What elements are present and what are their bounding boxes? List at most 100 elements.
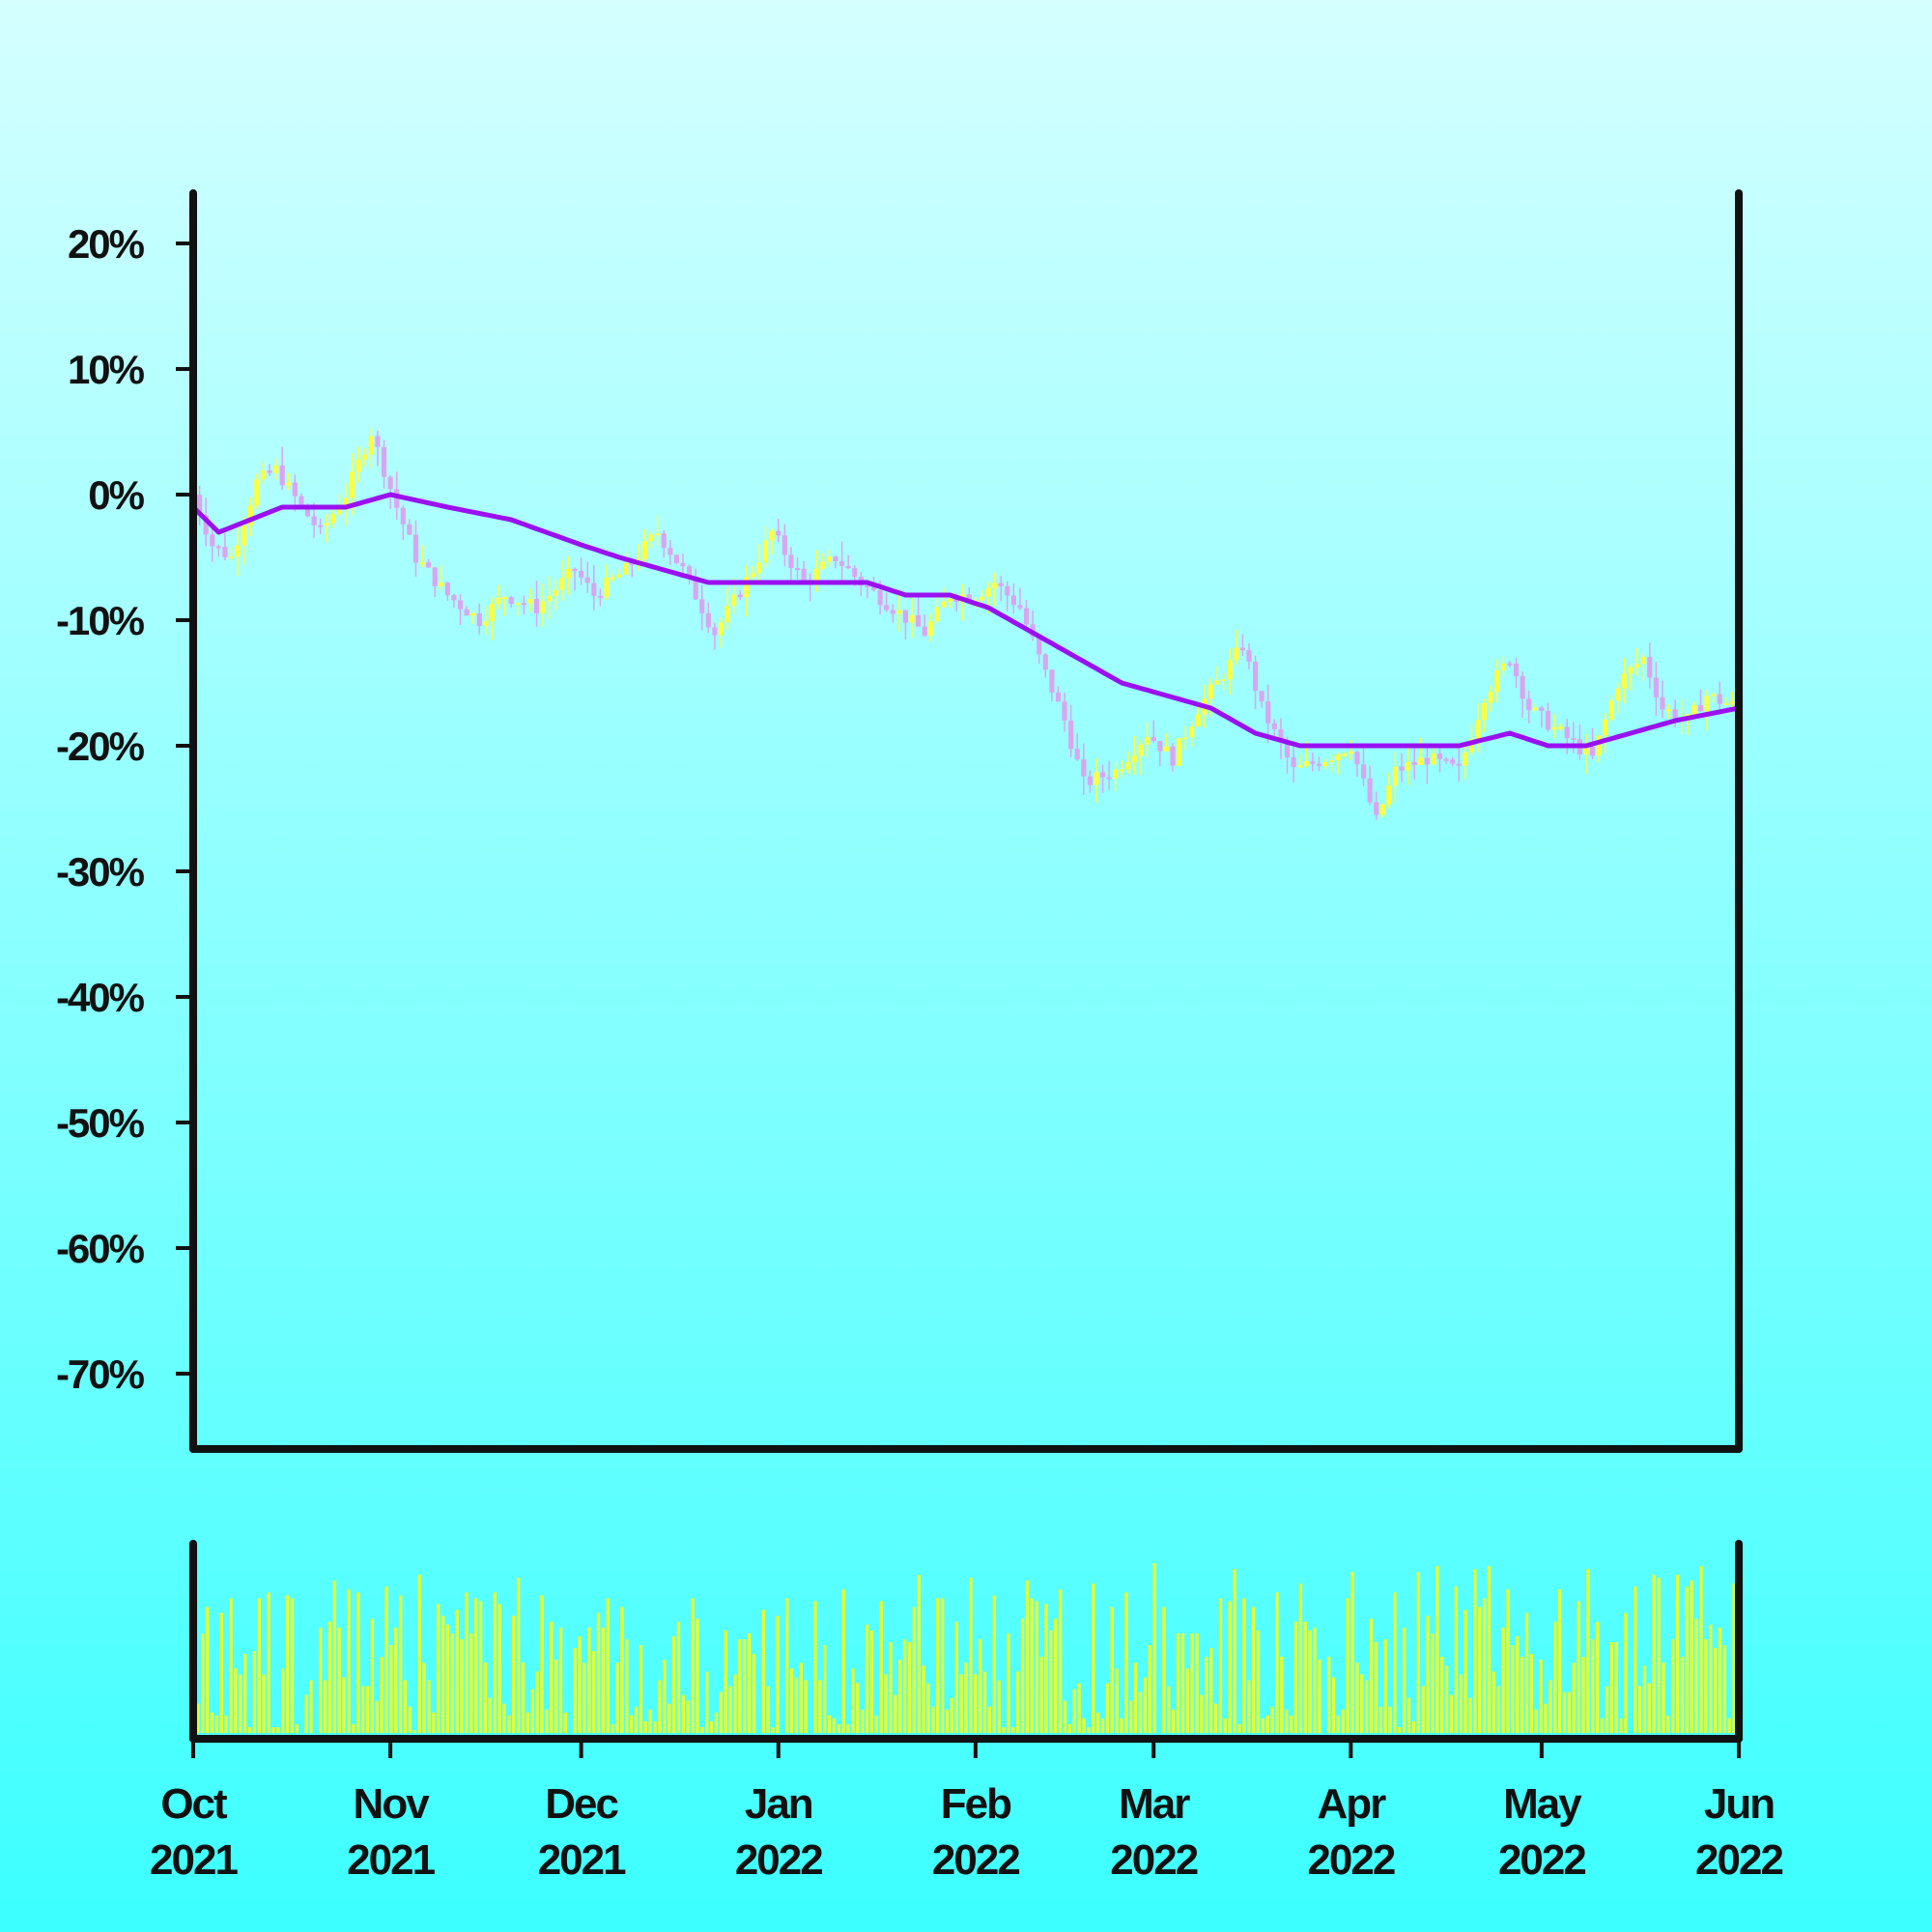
- volume-bar: [360, 1686, 365, 1733]
- volume-bar: [342, 1677, 346, 1733]
- candle-body: [1665, 709, 1672, 712]
- candle-body: [934, 607, 940, 622]
- volume-bar: [611, 1723, 614, 1733]
- volume-bar: [1478, 1606, 1482, 1733]
- volume-bar: [521, 1662, 526, 1733]
- candle-body: [247, 505, 253, 526]
- y-tick-label: -50%: [56, 1100, 145, 1146]
- volume-bar: [427, 1680, 431, 1733]
- candle-body: [1335, 753, 1341, 760]
- volume-bar: [210, 1712, 214, 1733]
- volume-bar: [1666, 1715, 1670, 1733]
- candle-body: [400, 507, 406, 525]
- volume-bar: [432, 1712, 436, 1733]
- volume-bar: [663, 1660, 667, 1733]
- candle-body: [387, 476, 393, 490]
- candle-body: [318, 525, 324, 527]
- volume-bar: [337, 1627, 341, 1733]
- candle-body: [1488, 692, 1493, 703]
- y-tick-label: -60%: [56, 1226, 145, 1271]
- volume-bar: [1435, 1566, 1439, 1733]
- candle-body: [788, 554, 794, 569]
- candle-body: [673, 554, 680, 563]
- volume-bar: [865, 1624, 869, 1733]
- candle-body: [1468, 739, 1475, 753]
- candle-body: [1278, 728, 1284, 743]
- candle-body: [1163, 746, 1170, 752]
- candle-body: [839, 560, 845, 566]
- volume-bar: [455, 1609, 459, 1733]
- volume-bar: [398, 1595, 403, 1733]
- x-axis-ticks: Oct 2021 Nov 2021 Dec 2021 Jan 2022 Feb 2022 Mar 20…: [150, 1739, 1784, 1884]
- volume-bar: [1704, 1638, 1708, 1733]
- candle-body: [412, 534, 419, 563]
- volume-bar: [837, 1723, 840, 1733]
- volume-bar: [851, 1668, 855, 1733]
- volume-bar: [267, 1592, 270, 1733]
- volume-bar: [445, 1624, 450, 1733]
- y-tick-label: -70%: [56, 1351, 145, 1397]
- volume-bar: [205, 1606, 210, 1733]
- candle-body: [1303, 761, 1309, 766]
- x-tick-label: Oct 2021: [150, 1780, 238, 1884]
- candle-body: [324, 523, 329, 526]
- candle-body: [1571, 738, 1577, 741]
- volume-bar: [1039, 1657, 1043, 1733]
- x-tick-label: Dec 2021: [538, 1780, 626, 1884]
- volume-bar: [469, 1633, 473, 1733]
- volume-bar: [874, 1715, 879, 1733]
- volume-bar: [766, 1686, 770, 1733]
- volume-bar: [1346, 1598, 1350, 1733]
- volume-bar: [1614, 1641, 1618, 1733]
- volume-bar: [1444, 1665, 1449, 1733]
- candle-body: [1329, 759, 1335, 763]
- volume-bar: [1030, 1598, 1034, 1733]
- volume-bar: [304, 1694, 308, 1733]
- candle-body: [597, 595, 603, 598]
- candle-body: [254, 479, 260, 506]
- candle-body: [355, 459, 361, 472]
- candle-body: [865, 584, 870, 587]
- volume-bar: [1378, 1706, 1382, 1733]
- volume-bar: [1208, 1648, 1213, 1733]
- volume-bar: [1313, 1627, 1317, 1733]
- volume-bar: [1553, 1621, 1557, 1733]
- volume-bar: [964, 1662, 968, 1733]
- candle-body: [1615, 688, 1621, 701]
- volume-bar: [691, 1598, 695, 1733]
- volume-bar: [252, 1651, 257, 1733]
- candle-body: [877, 589, 883, 606]
- volume-bar: [869, 1630, 874, 1733]
- volume-bar: [1388, 1706, 1392, 1733]
- volume-bar: [747, 1633, 752, 1733]
- volume-bar: [535, 1671, 539, 1733]
- candle-body: [1322, 762, 1328, 767]
- volume-bar: [902, 1638, 907, 1733]
- volume-bar: [822, 1645, 827, 1733]
- volume-bar: [1143, 1677, 1148, 1733]
- volume-bar: [323, 1680, 327, 1733]
- volume-bar: [262, 1674, 266, 1733]
- candle-body: [781, 535, 787, 555]
- volume-bar: [563, 1712, 568, 1733]
- volume-bar: [356, 1592, 360, 1733]
- candle-body: [1106, 777, 1112, 780]
- volume-bar: [719, 1691, 724, 1733]
- candle-body: [998, 582, 1004, 586]
- candle-body: [1094, 772, 1099, 785]
- volume-bar: [1124, 1592, 1128, 1733]
- x-tick-label: May 2022: [1498, 1780, 1585, 1884]
- candle-body: [350, 471, 355, 498]
- volume-bar: [1200, 1694, 1204, 1733]
- candle-body: [1049, 669, 1055, 693]
- volume-bar: [483, 1662, 488, 1733]
- volume-bar: [799, 1662, 803, 1733]
- candle-body: [1558, 726, 1564, 729]
- volume-bar: [1426, 1615, 1430, 1733]
- volume-bar: [1289, 1715, 1293, 1733]
- volume-bar: [1167, 1686, 1171, 1733]
- volume-bar: [1642, 1665, 1647, 1733]
- volume-bar: [1256, 1630, 1261, 1733]
- volume-bar: [1077, 1683, 1081, 1733]
- volume-bar: [1675, 1575, 1680, 1733]
